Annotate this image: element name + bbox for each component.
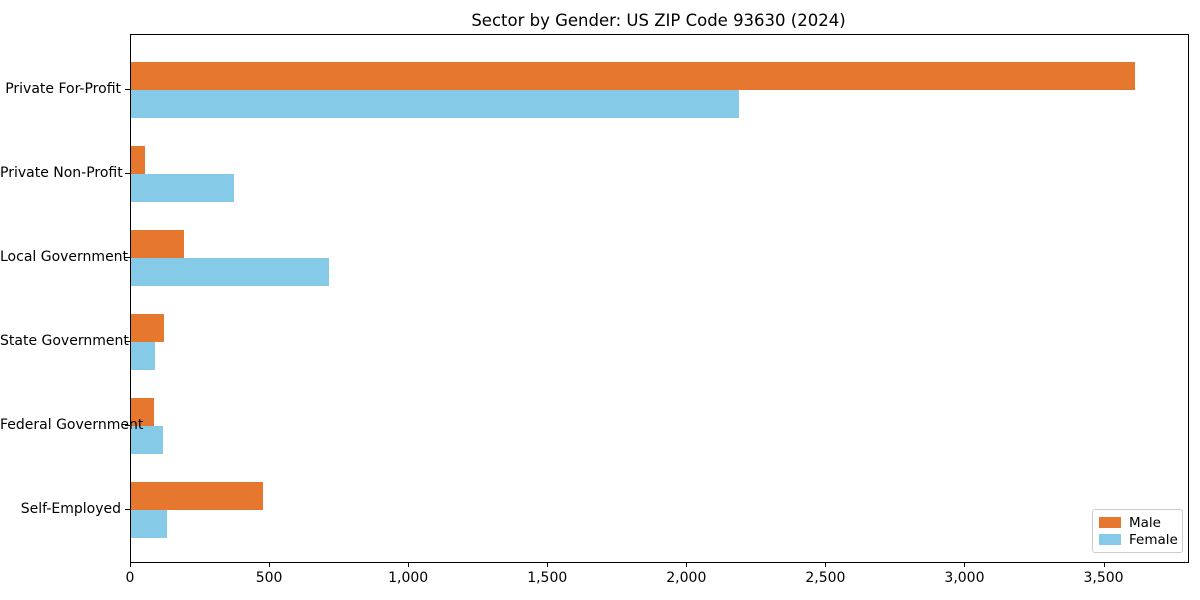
bar-male-1	[131, 62, 1136, 90]
y-axis-tick	[125, 425, 130, 426]
x-axis-tick-label: 1,500	[527, 570, 568, 586]
legend-label-male: Male	[1129, 514, 1161, 531]
y-axis-tick	[125, 173, 130, 174]
bar-male-6	[131, 482, 264, 510]
bar-male-4	[131, 314, 165, 342]
bar-female-1	[131, 90, 739, 118]
x-axis-tick-label: 2,500	[805, 570, 846, 586]
male-swatch	[1099, 517, 1121, 528]
y-axis-category-label: Self-Employed	[20, 501, 121, 517]
x-axis-tick	[269, 562, 271, 567]
legend: Male Female	[1092, 509, 1183, 553]
x-axis-tick	[547, 562, 549, 567]
legend-label-female: Female	[1129, 531, 1178, 548]
x-axis-tick	[1103, 562, 1105, 567]
bar-female-5	[131, 426, 163, 454]
y-axis-tick	[125, 89, 130, 90]
y-axis-category-label: Local Government	[0, 249, 129, 265]
female-swatch	[1099, 534, 1121, 545]
y-axis-tick	[125, 509, 130, 510]
bar-male-3	[131, 230, 185, 258]
y-axis-category-label: Private For-Profit	[5, 81, 121, 97]
x-axis-tick-label: 1,000	[388, 570, 429, 586]
y-axis-category-label: State Government	[0, 333, 129, 349]
y-axis-tick	[125, 257, 130, 258]
x-axis-tick-label: 0	[125, 570, 135, 586]
legend-item-female: Female	[1099, 531, 1178, 548]
y-axis-category-label: Private Non-Profit	[0, 165, 123, 181]
x-axis-tick-label: 3,500	[1083, 570, 1124, 586]
bar-female-4	[131, 342, 155, 370]
bar-female-2	[131, 174, 235, 202]
chart-title: Sector by Gender: US ZIP Code 93630 (202…	[471, 11, 846, 30]
plot-area	[130, 34, 1189, 563]
x-axis-tick	[130, 562, 131, 567]
x-axis-tick	[825, 562, 827, 567]
x-axis-tick-label: 2,000	[666, 570, 707, 586]
bar-male-2	[131, 146, 146, 174]
x-axis-tick-label: 3,000	[944, 570, 985, 586]
bar-female-6	[131, 510, 168, 538]
bar-female-3	[131, 258, 330, 286]
y-axis-category-label: Federal Government	[0, 417, 144, 433]
y-axis-tick	[125, 341, 130, 342]
x-axis-tick	[686, 562, 688, 567]
x-axis-tick-label: 500	[255, 570, 283, 586]
x-axis-tick	[964, 562, 966, 567]
x-axis-tick	[408, 562, 410, 567]
legend-item-male: Male	[1099, 516, 1176, 530]
bar-male-5	[131, 398, 154, 426]
